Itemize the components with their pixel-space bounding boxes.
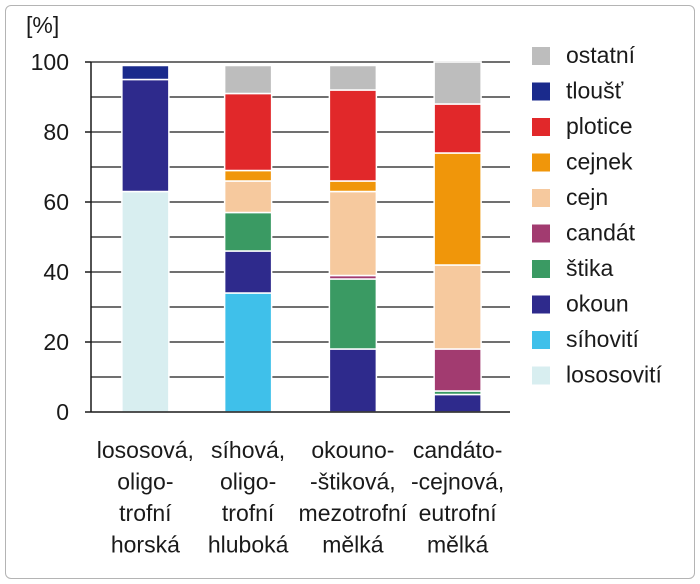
- legend-swatch: [532, 189, 550, 207]
- bar-segment: [121, 64, 170, 81]
- bar-segment: [223, 169, 273, 182]
- bar-segment: [223, 64, 273, 95]
- y-tick-label: 0: [56, 399, 69, 425]
- bar-segment: [328, 64, 378, 91]
- axes: [85, 61, 510, 413]
- bars: [121, 61, 482, 413]
- legend-label: plotice: [566, 113, 632, 139]
- y-tick-label: 60: [43, 189, 69, 215]
- chart-frame: [5, 5, 695, 579]
- bar-segment: [223, 250, 273, 294]
- legend-label: lososovití: [566, 362, 662, 388]
- bar-segment: [121, 78, 170, 193]
- y-tick-label: 20: [43, 329, 69, 355]
- bar-segment: [328, 278, 378, 350]
- y-axis-label: [%]: [26, 12, 59, 38]
- bar-segment: [433, 103, 482, 154]
- bar-segment: [433, 61, 482, 105]
- y-tick-label: 40: [43, 259, 69, 285]
- y-tick-labels: 0 20 40 60 80 100: [31, 49, 69, 425]
- legend-swatch: [532, 153, 550, 172]
- legend-swatch: [532, 224, 550, 243]
- legend-label: cejn: [566, 184, 608, 210]
- legend-swatch: [532, 295, 550, 314]
- bar-segment: [328, 89, 378, 182]
- bar-segment: [223, 211, 273, 252]
- x-category-label: okouno--štiková, mezotrofní mělká: [299, 437, 408, 558]
- legend-swatch: [532, 118, 550, 136]
- legend-label: ostatní: [566, 42, 636, 68]
- bar-segment: [223, 292, 273, 413]
- legend-swatch: [532, 82, 550, 101]
- bar-segment: [433, 348, 482, 392]
- legend-swatch: [532, 47, 550, 65]
- legend-label: síhovití: [566, 326, 639, 352]
- bar-segment: [433, 152, 482, 266]
- legend-label: tloušť: [566, 78, 624, 104]
- bar-segment: [223, 180, 273, 214]
- bar-segment: [121, 190, 170, 413]
- x-category-label: lososová, oligo-trofní horská: [97, 437, 194, 558]
- legend-swatch: [532, 260, 550, 278]
- legend-swatch: [532, 366, 550, 385]
- bar-segment: [223, 92, 273, 172]
- bar-segment: [328, 190, 378, 277]
- legend-swatch: [532, 331, 550, 349]
- bar-segment: [328, 348, 378, 413]
- y-tick-label: 80: [43, 119, 69, 145]
- y-tick-label: 100: [31, 49, 69, 75]
- x-category-label: síhová, oligo-trofní hluboká: [208, 437, 289, 558]
- legend-label: štika: [566, 255, 614, 281]
- legend-label: cejnek: [566, 149, 633, 175]
- legend-label: okoun: [566, 291, 629, 317]
- legend-label: candát: [566, 220, 636, 246]
- bar-segment: [433, 393, 482, 413]
- bar-segment: [328, 180, 378, 193]
- x-category-label: candáto--cejnová, eutrofní mělká: [411, 437, 504, 558]
- bar-segment: [433, 264, 482, 350]
- legend: ostatní tloušť plotice cejnek cejn candát štik…: [532, 42, 662, 388]
